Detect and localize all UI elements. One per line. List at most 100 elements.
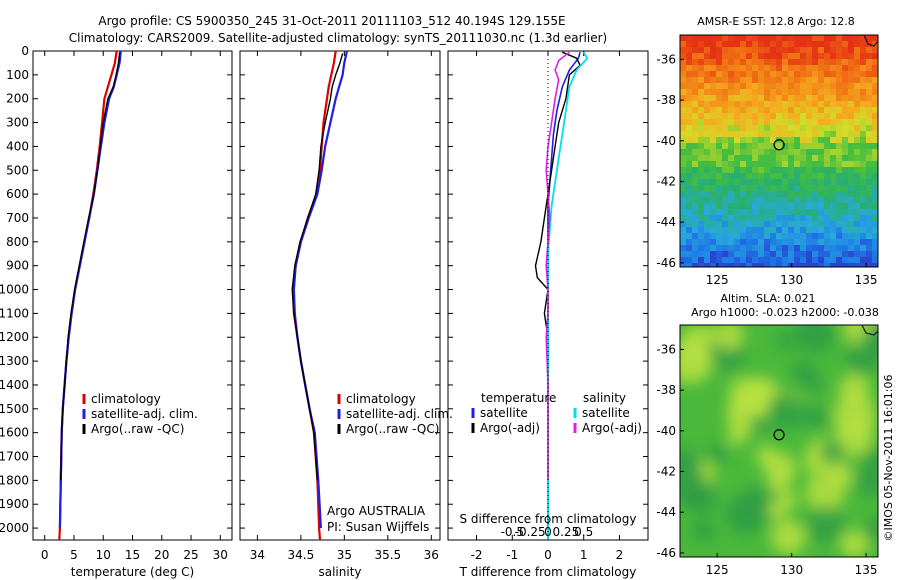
map-lon-label: 130 [780,563,803,577]
difference-xtick-label: -2 [471,548,483,562]
temperature-xtick-label: 25 [183,548,198,562]
salinity-note-argo-australia: Argo AUSTRALIA [327,504,426,518]
series-line-satellite-adj-clim- [292,50,349,529]
salinity-diff-tick-label: -0.5 [501,525,524,539]
salinity-diff-tick-label: 0 [544,525,552,539]
salinity-legend-label: climatology [346,392,416,406]
map-lat-label: -36 [656,342,676,356]
difference-xtick-label: 1 [580,548,588,562]
series-line-salinity-satellite [547,51,589,540]
salinity-diff-tick-label: 0.5 [574,525,593,539]
depth-tick-label: 300 [6,116,29,130]
difference-s-xlabel: S difference from climatology [460,512,637,526]
diff-salinity-legend-label: Argo(-adj) [582,421,642,435]
depth-tick-label: 900 [6,259,29,273]
temperature-xtick-label: 15 [125,548,140,562]
diff-legend-salinity-header: salinity [583,391,626,405]
temperature-xtick-label: 5 [70,548,78,562]
figure-title-line2: Climatology: CARS2009. Satellite-adjuste… [69,31,607,45]
series-line-salinity-argo-adj- [545,51,570,481]
map-lat-label: -38 [656,383,676,397]
salinity-xtick-label: 35 [337,548,352,562]
sst-map-axes: 125 130 135 -36 -38 -40 -42 -44 -46 [656,52,877,287]
temperature-legend-label: satellite-adj. clim. [91,407,198,421]
depth-tick-label: 800 [6,235,29,249]
difference-xtick-label: 2 [616,548,624,562]
map-lon-label: 135 [855,273,878,287]
temperature-xtick-label: 20 [154,548,169,562]
depth-tick-label: 2000 [0,521,29,535]
difference-xlabel: T difference from climatology [459,565,637,579]
depth-tick-label: 1200 [0,330,29,344]
depth-tick-label: 1400 [0,378,29,392]
depth-tick-label: 500 [6,163,29,177]
map-lat-label: -36 [656,52,676,66]
map-lat-label: -40 [656,134,676,148]
salinity-legend-label: Argo(..raw -QC) [346,422,439,436]
temperature-legend-label: Argo(..raw -QC) [91,422,184,436]
depth-tick-label: 1900 [0,497,29,511]
sla-map-title: Altim. SLA: 0.021 [720,292,815,305]
salinity-diff-tick-label: 0.25 [552,525,579,539]
sst-argo-location-marker [773,139,785,151]
salinity-note-pi: PI: Susan Wijffels [327,520,429,534]
depth-tick-label: 600 [6,187,29,201]
map-lon-label: 135 [855,563,878,577]
temperature-legend-label: climatology [91,392,161,406]
salinity-legend-label: satellite-adj. clim. [346,407,453,421]
sst-map-title: AMSR-E SST: 12.8 Argo: 12.8 [697,15,855,28]
map-lon-label: 125 [706,563,729,577]
map-lat-label: -46 [656,546,676,560]
temperature-xlabel: temperature (deg C) [71,565,194,579]
diff-salinity-legend-label: satellite [582,406,630,420]
sla-map-image [680,325,878,557]
sla-argo-location-marker [773,429,785,441]
map-lat-label: -38 [656,93,676,107]
map-lat-label: -46 [656,256,676,270]
imos-timestamp-stamp: ©IMOS 05-Nov-2011 16:01:06 [882,375,895,542]
difference-xtick-label: -1 [506,548,518,562]
map-lat-label: -42 [656,465,676,479]
depth-tick-label: 200 [6,92,29,106]
sst-coastline [863,34,879,47]
figure-title-line1: Argo profile: CS 5900350_245 31-Oct-2011… [98,14,565,28]
sla-map-axes: 125 130 135 -36 -38 -40 -42 -44 -46 [656,342,877,577]
temperature-plot-frame [32,50,233,541]
depth-tick-label: 700 [6,211,29,225]
depth-tick-label: 1300 [0,354,29,368]
map-lat-label: -44 [656,215,676,229]
diff-temperature-legend-label: satellite [480,406,528,420]
map-lon-label: 125 [706,273,729,287]
depth-tick-label: 1000 [0,283,29,297]
series-line-satellite-adj-clim- [58,50,122,529]
depth-tick-label: 0 [21,44,29,58]
salinity-plot-frame [239,50,441,541]
salinity-xtick-label: 34 [250,548,265,562]
temperature-plot: 0 5 10 15 20 25 300100200300400500600700800900… [0,44,232,579]
depth-tick-label: 100 [6,68,29,82]
map-lon-label: 130 [780,273,803,287]
sla-coastline [861,324,879,336]
diff-temperature-legend-label: Argo(-adj) [480,421,540,435]
difference-xtick-label: 0 [544,548,552,562]
depth-tick-label: 1600 [0,426,29,440]
map-lat-label: -44 [656,505,676,519]
salinity-xtick-label: 35.5 [374,548,401,562]
depth-tick-label: 1500 [0,402,29,416]
salinity-xtick-label: 36 [424,548,439,562]
temperature-xtick-label: 10 [96,548,111,562]
series-line-climatology [58,50,118,541]
salinity-xlabel: salinity [318,565,361,579]
temperature-xtick-label: 0 [41,548,49,562]
depth-tick-label: 400 [6,139,29,153]
depth-tick-label: 1800 [0,473,29,487]
salinity-plot: 34 34.5 35 35.5 36 salinity climatologysatelli… [240,50,453,579]
sst-map-image [680,35,878,267]
sla-map-subtitle: Argo h1000: -0.023 h2000: -0.038 [691,306,879,319]
series-line-argo-raw-qc- [291,53,344,481]
sst-map-frame [679,34,879,268]
temperature-xtick-label: 30 [213,548,228,562]
series-line-temperature-argo-adj- [534,51,581,481]
depth-tick-label: 1100 [0,306,29,320]
